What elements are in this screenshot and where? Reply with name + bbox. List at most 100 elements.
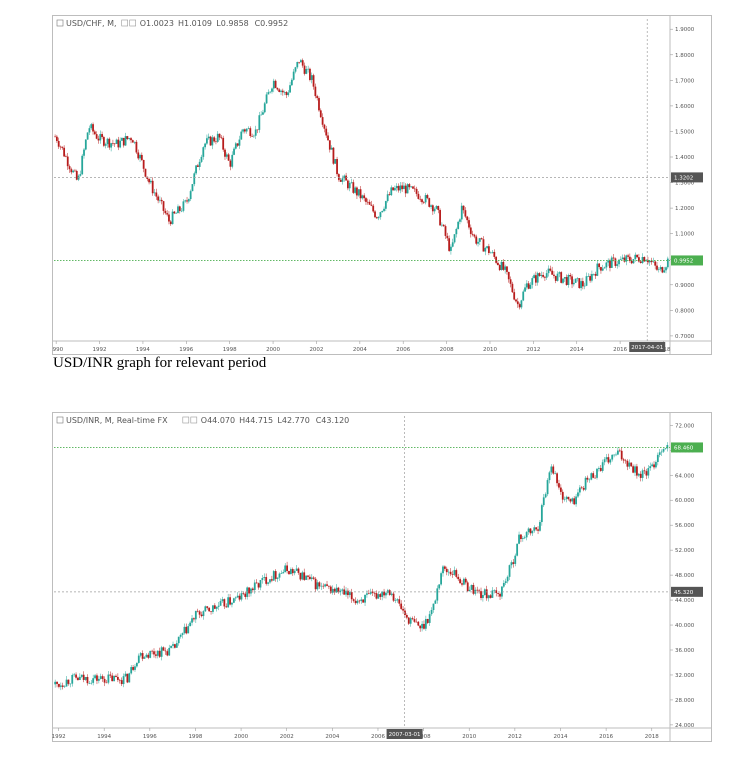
candle-body (520, 300, 523, 308)
candle-body (501, 586, 503, 597)
candle-body (183, 626, 186, 634)
candle-body (390, 593, 393, 595)
candle-body (149, 650, 152, 658)
candle-body (534, 275, 537, 283)
candle-body (350, 592, 353, 600)
candle-body (280, 90, 282, 92)
candle-body (202, 611, 205, 617)
candle-body (126, 136, 129, 139)
candle-body (292, 71, 295, 80)
candle-body (367, 593, 370, 594)
candle-body (449, 571, 452, 575)
ohlc-low: L42.770 (277, 416, 309, 425)
close-icon[interactable] (129, 19, 136, 27)
candle-body (641, 470, 644, 478)
usd-chf-chart: 1.9000 1.8000 1.7000 1.6000 1.5000 1.4000 1.30… (52, 15, 712, 355)
candle-body (118, 679, 121, 681)
candle-body (637, 473, 640, 476)
candle-body (168, 647, 171, 656)
y-tick-label: 64.000 (675, 473, 695, 479)
candle-body (654, 261, 657, 266)
candle-body (585, 276, 588, 286)
collapse-icon[interactable] (56, 416, 64, 424)
candle-body (404, 610, 406, 615)
settings-icon[interactable] (121, 19, 128, 27)
candle-body (137, 152, 140, 159)
candle-body (410, 186, 413, 188)
candle-body (545, 273, 548, 278)
candle-body (116, 676, 119, 680)
candle-body (597, 468, 600, 469)
candle-body (627, 255, 629, 257)
y-tick-label: 1.3000 (675, 181, 695, 187)
candle-body (198, 611, 201, 615)
candle-body (54, 681, 57, 685)
candle-body (580, 487, 583, 489)
candle-body (63, 147, 66, 157)
candle-body (614, 258, 617, 266)
candle-body (377, 217, 380, 219)
candle-body (562, 278, 564, 283)
candle-body (632, 258, 635, 264)
x-tick-label: 2006 (396, 347, 410, 353)
candle-body (507, 271, 510, 280)
candle-body (485, 589, 488, 599)
candle-body (381, 591, 384, 597)
candle-body (178, 206, 181, 211)
x-tick-label: 1992 (93, 347, 107, 353)
chart-border (52, 412, 712, 742)
candle-body (616, 264, 619, 266)
candle-body (431, 205, 434, 212)
candle-body (565, 277, 568, 285)
candle-body (483, 589, 486, 596)
candle-body (592, 273, 595, 275)
close-icon[interactable] (190, 416, 198, 424)
candle-body (473, 234, 476, 237)
candle-body (147, 654, 150, 658)
candle-body (499, 593, 501, 597)
candle-body (398, 599, 401, 604)
x-tick-label: 2008 (417, 734, 431, 740)
candle-body (185, 626, 188, 634)
candle-body (430, 205, 432, 207)
candle-body (417, 193, 420, 199)
candle-body (83, 149, 85, 156)
candle-body (550, 466, 553, 473)
candle-body (411, 618, 414, 620)
candle-body (155, 654, 157, 656)
candle-body (334, 159, 337, 164)
candle-body (495, 256, 498, 263)
candle-body (406, 184, 409, 194)
candle-body (305, 575, 308, 580)
candle-body (601, 268, 604, 271)
candle-body (293, 570, 296, 574)
candle-body (618, 259, 620, 265)
candle-body (236, 595, 239, 598)
candle-body (383, 591, 385, 596)
candle-body (173, 211, 176, 214)
candle-body (401, 185, 404, 190)
candle-body (341, 589, 344, 591)
candle-body (347, 590, 349, 596)
candle-body (194, 610, 197, 620)
candle-body (487, 246, 490, 254)
candle-body (666, 258, 669, 268)
candle-body (480, 591, 482, 599)
candle-body (131, 140, 134, 143)
settings-icon[interactable] (182, 416, 190, 424)
candle-body (560, 272, 563, 283)
collapse-icon[interactable] (56, 19, 64, 27)
candle-body (90, 682, 93, 684)
candle-body (647, 260, 649, 263)
current-price-label: 68.460 (674, 445, 694, 451)
candle-body (280, 573, 283, 574)
candle-body (263, 103, 266, 113)
candle-body (256, 129, 259, 131)
candle-body (551, 270, 554, 275)
candle-body (591, 274, 593, 281)
candle-body (113, 143, 116, 145)
candle-body (124, 673, 127, 677)
candle-body (620, 450, 623, 460)
candle-body (234, 143, 237, 149)
y-tick-label: 28.000 (675, 698, 695, 704)
